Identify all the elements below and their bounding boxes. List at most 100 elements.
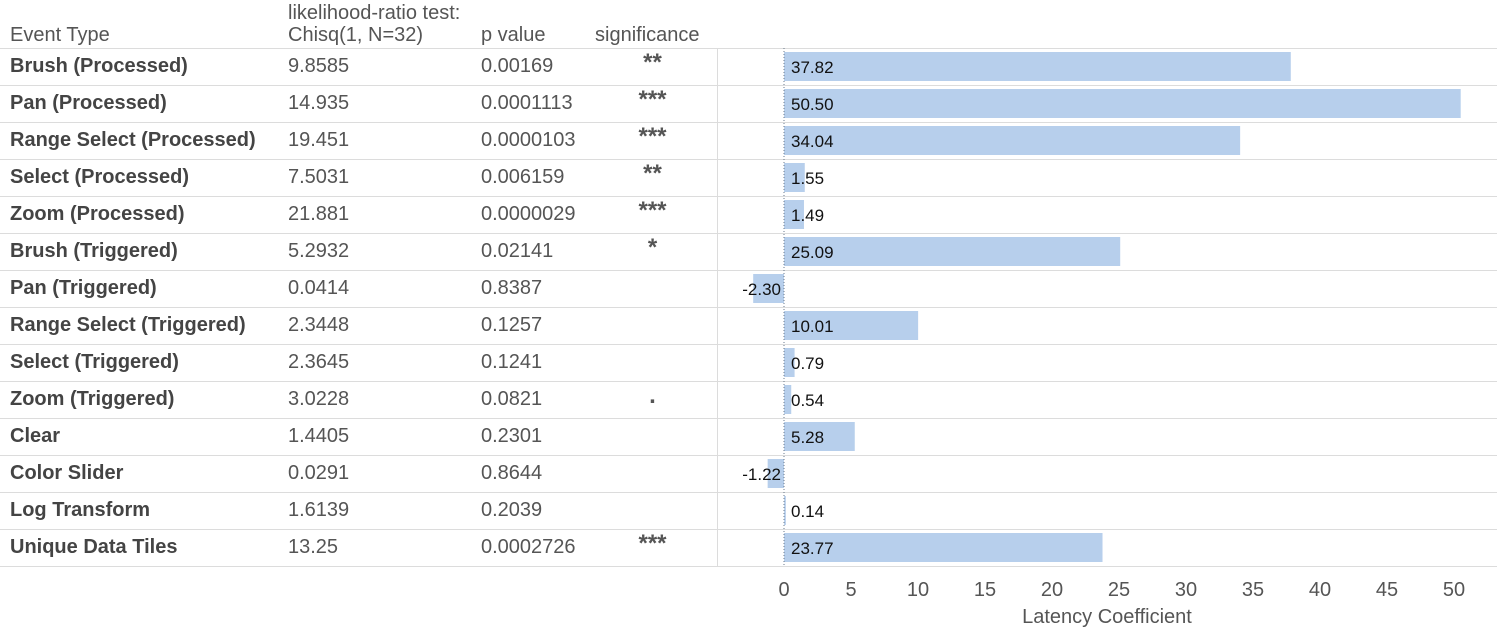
event-type-cell: Select (Processed) <box>10 166 189 188</box>
row-divider <box>0 566 1497 567</box>
event-type-cell: Zoom (Processed) <box>10 203 185 225</box>
p-value-cell: 0.0002726 <box>481 536 576 558</box>
table-row: Select (Triggered) 2.3645 0.1241 <box>0 344 1497 381</box>
bar-value-label: 34.04 <box>791 132 834 151</box>
bar-value-label: 5.28 <box>791 428 824 447</box>
bar-value-label: 0.14 <box>791 502 824 521</box>
bar-value-label: 37.82 <box>791 58 834 77</box>
row-divider <box>0 159 1497 160</box>
table-row: Range Select (Triggered) 2.3448 0.1257 <box>0 307 1497 344</box>
x-tick-label: 50 <box>1443 579 1465 601</box>
chisq-cell: 2.3645 <box>288 351 350 373</box>
event-type-cell: Zoom (Triggered) <box>10 388 175 410</box>
chisq-cell: 1.6139 <box>288 499 350 521</box>
row-divider <box>0 381 1497 382</box>
chisq-cell: 14.935 <box>288 92 350 114</box>
header-significance: significance <box>595 24 700 46</box>
x-tick-label: 15 <box>974 579 996 601</box>
row-divider <box>0 122 1497 123</box>
row-divider <box>0 270 1497 271</box>
row-divider <box>0 48 1497 49</box>
table-row: Range Select (Processed) 19.451 0.0000103 *… <box>0 122 1497 159</box>
table-row: Clear 1.4405 0.2301 <box>0 418 1497 455</box>
significance-cell: *** <box>638 123 667 150</box>
bar <box>784 237 1121 266</box>
p-value-cell: 0.02141 <box>481 240 554 262</box>
row-divider <box>0 233 1497 234</box>
table-row: Brush (Processed) 9.8585 0.00169 ** <box>0 48 1497 85</box>
p-value-cell: 0.8387 <box>481 277 543 299</box>
p-value-cell: 0.8644 <box>481 462 543 484</box>
bar <box>784 200 804 229</box>
x-tick-label: 40 <box>1309 579 1331 601</box>
x-tick-label: 10 <box>907 579 929 601</box>
row-divider <box>0 529 1497 530</box>
p-value-cell: 0.006159 <box>481 166 565 188</box>
table-row: Pan (Processed) 14.935 0.0001113 *** <box>0 85 1497 122</box>
p-value-cell: 0.1241 <box>481 351 543 373</box>
row-divider <box>0 196 1497 197</box>
chisq-cell: 9.8585 <box>288 55 350 77</box>
p-value-cell: 0.00169 <box>481 55 554 77</box>
chisq-cell: 19.451 <box>288 129 350 151</box>
row-divider <box>0 455 1497 456</box>
header-chisq-line1: likelihood-ratio test: <box>288 2 461 24</box>
bar <box>784 163 805 192</box>
bar <box>753 274 784 303</box>
x-axis-title: Latency Coefficient <box>1022 606 1192 628</box>
x-tick-label: 5 <box>845 579 856 601</box>
chisq-cell: 13.25 <box>288 536 339 558</box>
bar <box>784 385 792 414</box>
chisq-cell: 3.0228 <box>288 388 350 410</box>
event-type-cell: Unique Data Tiles <box>10 536 178 558</box>
row-divider <box>0 418 1497 419</box>
row-divider <box>0 85 1497 86</box>
bar <box>784 89 1461 118</box>
event-type-cell: Log Transform <box>10 499 151 521</box>
bar <box>784 52 1291 81</box>
bar <box>784 496 786 525</box>
bar-value-label: 25.09 <box>791 243 834 262</box>
chisq-cell: 1.4405 <box>288 425 350 447</box>
significance-cell: * <box>647 234 658 261</box>
p-value-cell: 0.2301 <box>481 425 543 447</box>
table-row: Brush (Triggered) 5.2932 0.02141 * <box>0 233 1497 270</box>
x-tick-label: 30 <box>1175 579 1197 601</box>
bar-value-label: 0.54 <box>791 391 824 410</box>
significance-cell: ** <box>643 49 662 76</box>
event-type-cell: Brush (Triggered) <box>10 240 178 262</box>
significance-cell: *** <box>638 530 667 557</box>
bar-value-label: 1.49 <box>791 206 824 225</box>
x-tick-label: 0 <box>778 579 789 601</box>
row-divider <box>0 344 1497 345</box>
chisq-cell: 5.2932 <box>288 240 350 262</box>
x-tick-label: 35 <box>1242 579 1264 601</box>
x-tick-label: 45 <box>1376 579 1398 601</box>
significance-cell: . <box>649 382 656 409</box>
row-divider <box>0 307 1497 308</box>
bar <box>767 459 784 488</box>
event-type-cell: Pan (Processed) <box>10 92 167 114</box>
significance-cell: *** <box>638 86 667 113</box>
event-type-cell: Range Select (Processed) <box>10 129 256 151</box>
significance-cell: ** <box>643 160 662 187</box>
event-type-cell: Clear <box>10 425 61 447</box>
table-row: Select (Processed) 7.5031 0.006159 ** <box>0 159 1497 196</box>
bar-value-label: 0.79 <box>791 354 824 373</box>
event-type-cell: Range Select (Triggered) <box>10 314 246 336</box>
p-value-cell: 0.0001113 <box>481 92 573 114</box>
bar <box>784 348 795 377</box>
p-value-cell: 0.2039 <box>481 499 543 521</box>
chisq-cell: 2.3448 <box>288 314 350 336</box>
bar-value-label: 1.55 <box>791 169 824 188</box>
bar <box>784 311 919 340</box>
event-type-cell: Brush (Processed) <box>10 55 188 77</box>
chisq-cell: 21.881 <box>288 203 350 225</box>
p-value-cell: 0.1257 <box>481 314 543 336</box>
event-type-cell: Color Slider <box>10 462 124 484</box>
chisq-cell: 0.0291 <box>288 462 350 484</box>
bar-value-label: -1.22 <box>742 465 781 484</box>
p-value-cell: 0.0000029 <box>481 203 576 225</box>
bar-value-label: 23.77 <box>791 539 834 558</box>
row-divider <box>0 492 1497 493</box>
